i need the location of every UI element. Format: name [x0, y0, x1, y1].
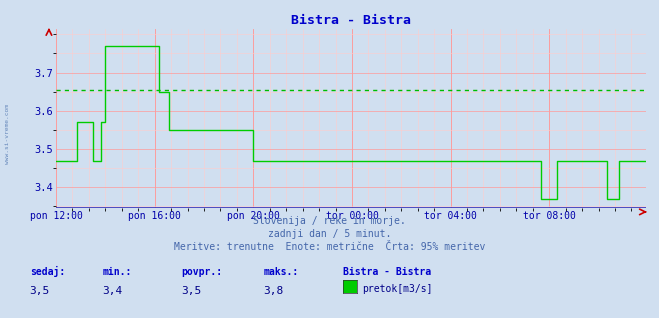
Text: 3,5: 3,5 — [181, 286, 202, 296]
Text: sedaj:: sedaj: — [30, 266, 65, 277]
Text: www.si-vreme.com: www.si-vreme.com — [5, 104, 11, 163]
Text: 3,8: 3,8 — [264, 286, 284, 296]
Text: pretok[m3/s]: pretok[m3/s] — [362, 284, 433, 294]
Text: Bistra - Bistra: Bistra - Bistra — [343, 267, 431, 277]
Text: povpr.:: povpr.: — [181, 267, 222, 277]
Title: Bistra - Bistra: Bistra - Bistra — [291, 14, 411, 27]
Text: min.:: min.: — [102, 267, 132, 277]
Text: 3,4: 3,4 — [102, 286, 123, 296]
Text: zadnji dan / 5 minut.: zadnji dan / 5 minut. — [268, 229, 391, 239]
Text: Slovenija / reke in morje.: Slovenija / reke in morje. — [253, 216, 406, 226]
Text: Meritve: trenutne  Enote: metrične  Črta: 95% meritev: Meritve: trenutne Enote: metrične Črta: … — [174, 242, 485, 252]
Text: 3,5: 3,5 — [30, 286, 50, 296]
Text: maks.:: maks.: — [264, 267, 299, 277]
